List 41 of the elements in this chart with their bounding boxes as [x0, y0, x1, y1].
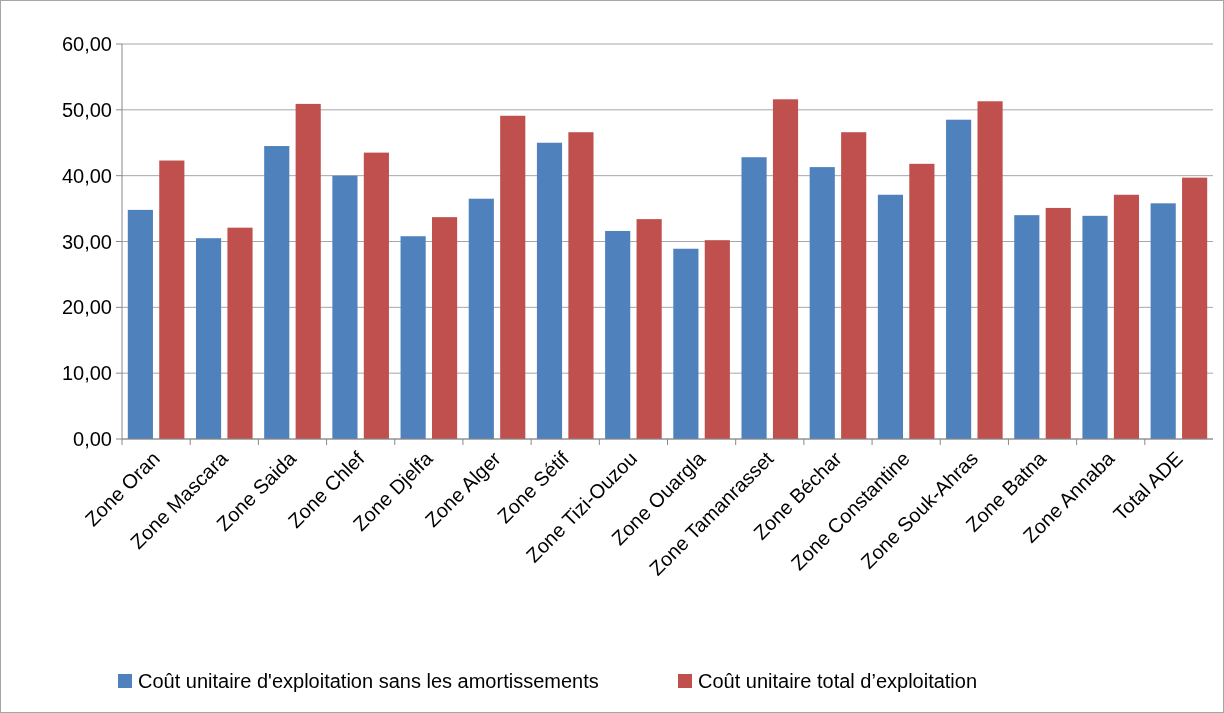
bar	[704, 240, 730, 439]
bar	[909, 163, 935, 439]
bar	[1150, 203, 1176, 439]
bar	[877, 194, 904, 439]
bar	[568, 132, 594, 439]
y-tick-label: 50,00	[61, 98, 112, 121]
bar	[1082, 215, 1108, 439]
bar	[673, 248, 699, 439]
bar	[841, 132, 867, 439]
bar	[1045, 207, 1071, 439]
bar	[1182, 177, 1208, 439]
bar	[1014, 215, 1040, 439]
bar	[741, 157, 767, 439]
legend-label: Coût unitaire d'exploitation sans les amortissements	[138, 670, 599, 692]
bar	[227, 227, 253, 439]
bar	[500, 115, 526, 439]
bar	[809, 167, 835, 439]
bar	[264, 146, 290, 439]
bar	[400, 236, 426, 439]
y-tick-label: 20,00	[61, 296, 112, 319]
legend-label: Coût unitaire total d’exploitation	[698, 670, 978, 692]
bar	[195, 238, 222, 439]
y-tick-label: 60,00	[61, 33, 112, 55]
bar	[363, 152, 389, 439]
bar	[431, 217, 458, 439]
bar	[536, 142, 563, 439]
y-tick-label: 30,00	[61, 230, 112, 253]
bar	[159, 160, 185, 439]
bar	[946, 119, 972, 439]
bar	[1113, 194, 1140, 439]
bar	[127, 209, 153, 439]
y-tick-label: 10,00	[61, 362, 112, 385]
bar	[332, 175, 358, 439]
bar	[468, 198, 494, 439]
bar	[977, 101, 1003, 439]
bar	[295, 103, 321, 439]
y-tick-label: 0,00	[73, 428, 112, 450]
bar	[605, 230, 631, 439]
y-tick-label: 40,00	[61, 164, 112, 187]
bar	[636, 219, 662, 439]
bar	[772, 99, 799, 439]
